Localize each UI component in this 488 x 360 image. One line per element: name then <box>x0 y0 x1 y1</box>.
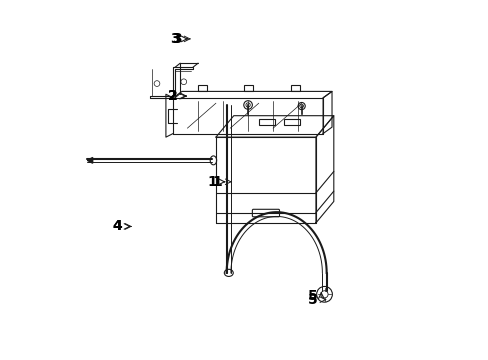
Text: 3: 3 <box>170 32 179 46</box>
Bar <box>283 119 299 125</box>
Text: 1: 1 <box>212 175 222 189</box>
Text: 1: 1 <box>207 175 217 189</box>
Text: 4: 4 <box>113 220 122 233</box>
FancyBboxPatch shape <box>252 209 279 217</box>
Ellipse shape <box>224 269 233 276</box>
Bar <box>198 85 206 91</box>
Text: 5: 5 <box>307 293 317 307</box>
Polygon shape <box>87 157 93 163</box>
Text: 5: 5 <box>307 289 317 303</box>
Text: 3: 3 <box>171 32 181 46</box>
Bar <box>290 85 299 91</box>
Text: 2: 2 <box>168 89 178 103</box>
Text: 2: 2 <box>168 89 178 103</box>
Bar <box>244 85 253 91</box>
Text: 4: 4 <box>113 220 122 233</box>
Ellipse shape <box>210 156 216 165</box>
Bar <box>258 119 274 125</box>
